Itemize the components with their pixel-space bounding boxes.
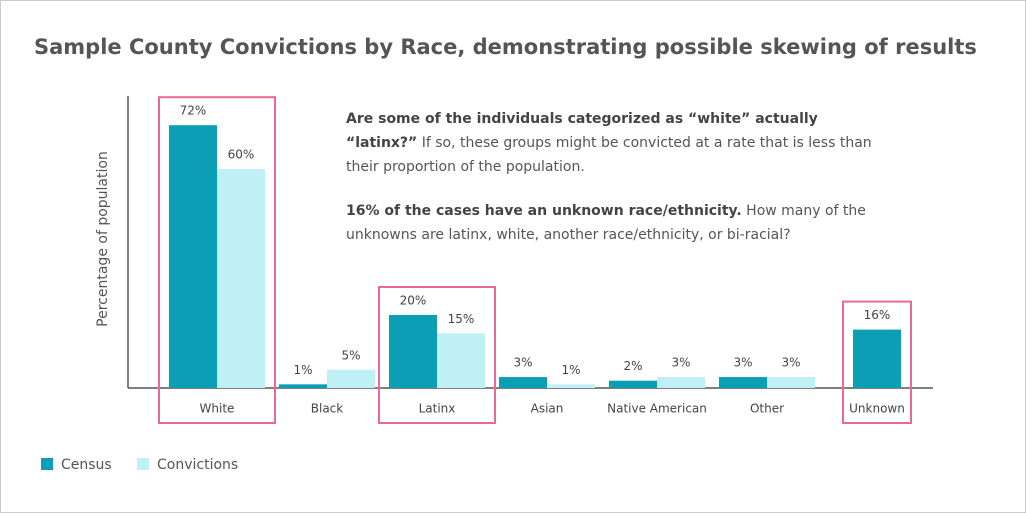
x-tick-label: Black bbox=[311, 402, 344, 416]
bar bbox=[719, 377, 767, 388]
value-label: 1% bbox=[561, 363, 580, 377]
x-tick-label: Native American bbox=[607, 402, 707, 416]
bar bbox=[437, 333, 485, 388]
legend-label: Convictions bbox=[157, 457, 238, 473]
x-tick-label: Asian bbox=[531, 402, 564, 416]
annotation-text: If so, these groups might be convicted a… bbox=[346, 135, 872, 175]
highlight-box bbox=[158, 96, 276, 424]
annotation-bold: Are some of the individuals categorized … bbox=[346, 111, 818, 151]
annotation: 16% of the cases have an unknown race/et… bbox=[346, 199, 886, 247]
value-label: 15% bbox=[448, 312, 475, 326]
annotations: Are some of the individuals categorized … bbox=[346, 107, 886, 267]
value-label: 3% bbox=[513, 356, 532, 370]
value-label: 2% bbox=[623, 359, 642, 373]
value-label: 3% bbox=[781, 356, 800, 370]
value-label: 60% bbox=[228, 148, 255, 162]
x-tick-label: Latinx bbox=[419, 402, 456, 416]
x-tick-label: Other bbox=[750, 402, 784, 416]
legend-label: Census bbox=[61, 457, 112, 473]
bar bbox=[389, 315, 437, 388]
legend-swatch bbox=[137, 458, 149, 470]
bar bbox=[767, 377, 815, 388]
value-label: 16% bbox=[864, 308, 891, 322]
annotation: Are some of the individuals categorized … bbox=[346, 107, 886, 179]
value-label: 3% bbox=[671, 356, 690, 370]
value-label: 5% bbox=[341, 348, 360, 362]
legend-swatch bbox=[41, 458, 53, 470]
bar bbox=[609, 380, 657, 388]
bar bbox=[279, 384, 327, 388]
value-label: 20% bbox=[400, 294, 427, 308]
bar bbox=[499, 377, 547, 388]
value-label: 3% bbox=[733, 356, 752, 370]
chart-title: Sample County Convictions by Race, demon… bbox=[34, 35, 977, 59]
annotation-text: How many of the unknowns are latinx, whi… bbox=[346, 203, 866, 243]
x-tick-label: Unknown bbox=[849, 402, 905, 416]
value-label: 1% bbox=[293, 363, 312, 377]
y-axis-label: Percentage of population bbox=[95, 151, 111, 327]
annotation-bold: 16% of the cases have an unknown race/et… bbox=[346, 203, 742, 219]
value-label: 72% bbox=[180, 104, 207, 118]
x-tick-label: White bbox=[200, 402, 235, 416]
bar bbox=[217, 169, 265, 388]
bar bbox=[853, 329, 901, 388]
highlight-box bbox=[842, 300, 912, 425]
highlight-box bbox=[378, 286, 496, 424]
bar bbox=[327, 369, 375, 388]
bar bbox=[169, 125, 217, 388]
bar bbox=[547, 384, 595, 388]
bar bbox=[657, 377, 705, 388]
